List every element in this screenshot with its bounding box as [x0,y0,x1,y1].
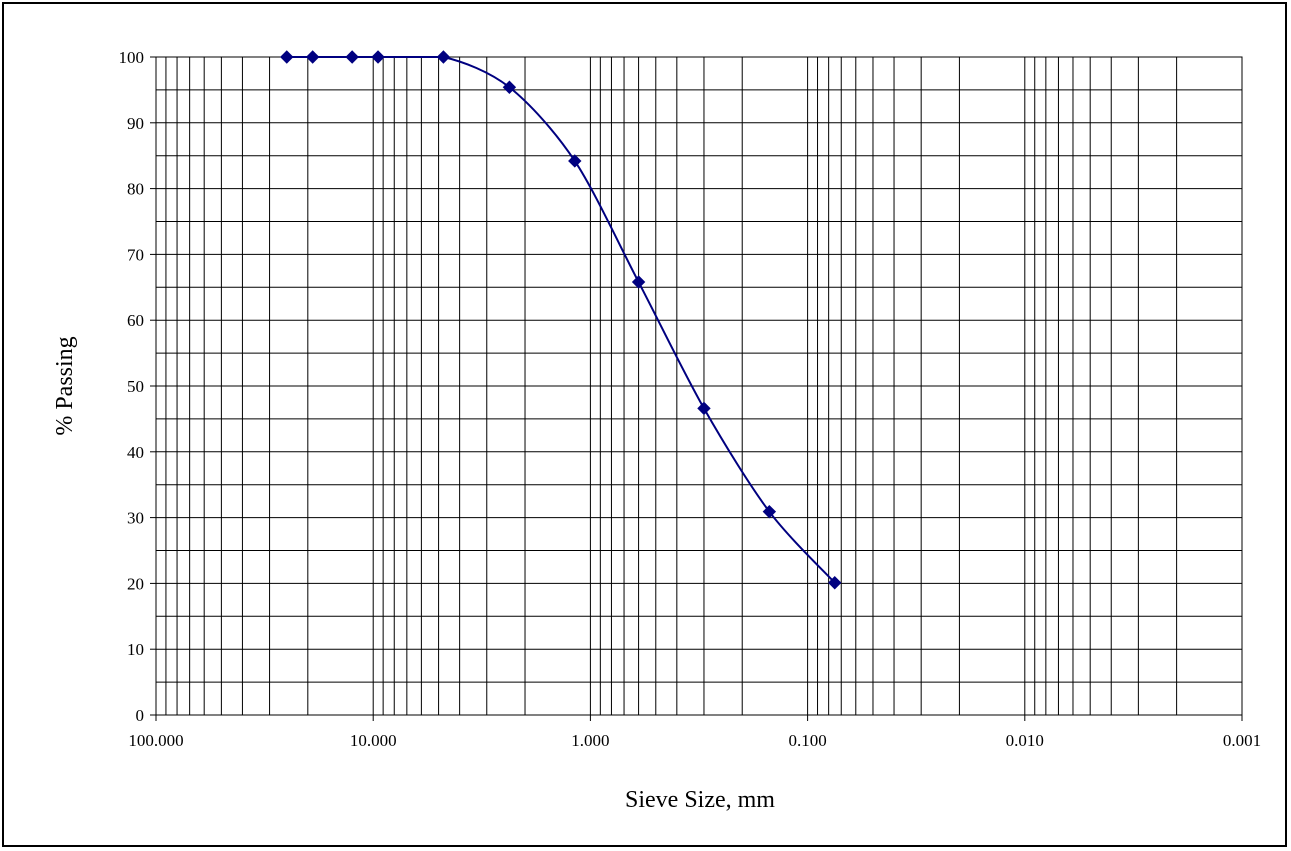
y-tick-label: 60 [127,311,144,330]
data-point-marker [371,50,385,64]
y-tick-label: 50 [127,377,144,396]
data-point-marker [762,504,777,519]
x-tick-label: 1.000 [571,731,609,750]
data-point-marker [697,401,711,416]
data-point-marker [305,50,320,64]
y-tick-label: 40 [127,443,144,462]
y-tick-label: 90 [127,114,144,133]
axes [150,56,1243,721]
data-point-marker [436,50,451,64]
y-tick-label: 70 [127,245,144,264]
y-tick-label: 30 [127,509,144,528]
data-point-marker [568,154,582,168]
x-tick-label: 0.001 [1223,731,1261,750]
y-tick-label: 100 [119,48,145,67]
y-tick-label: 20 [127,574,144,593]
x-tick-label: 100.000 [128,731,183,750]
data-point-marker [345,50,359,64]
y-tick-label: 80 [127,180,144,199]
x-tick-label: 0.100 [788,731,826,750]
x-axis-title: Sieve Size, mm [625,787,775,813]
y-axis-title: % Passing [52,336,78,435]
grid-lines [156,57,1242,715]
x-tick-label: 0.010 [1006,731,1044,750]
data-point-marker [828,576,842,590]
data-point-marker [502,80,517,94]
data-point-marker [280,50,294,64]
tick-labels: 0 10 20 30 40 50 60 70 80 90 100 100.000 10.000 1.000… [119,48,1262,750]
x-tick-label: 10.000 [350,731,397,750]
data-point-marker [631,275,646,289]
y-tick-label: 0 [136,706,145,725]
series-group [280,50,842,590]
y-tick-label: 10 [127,640,144,659]
